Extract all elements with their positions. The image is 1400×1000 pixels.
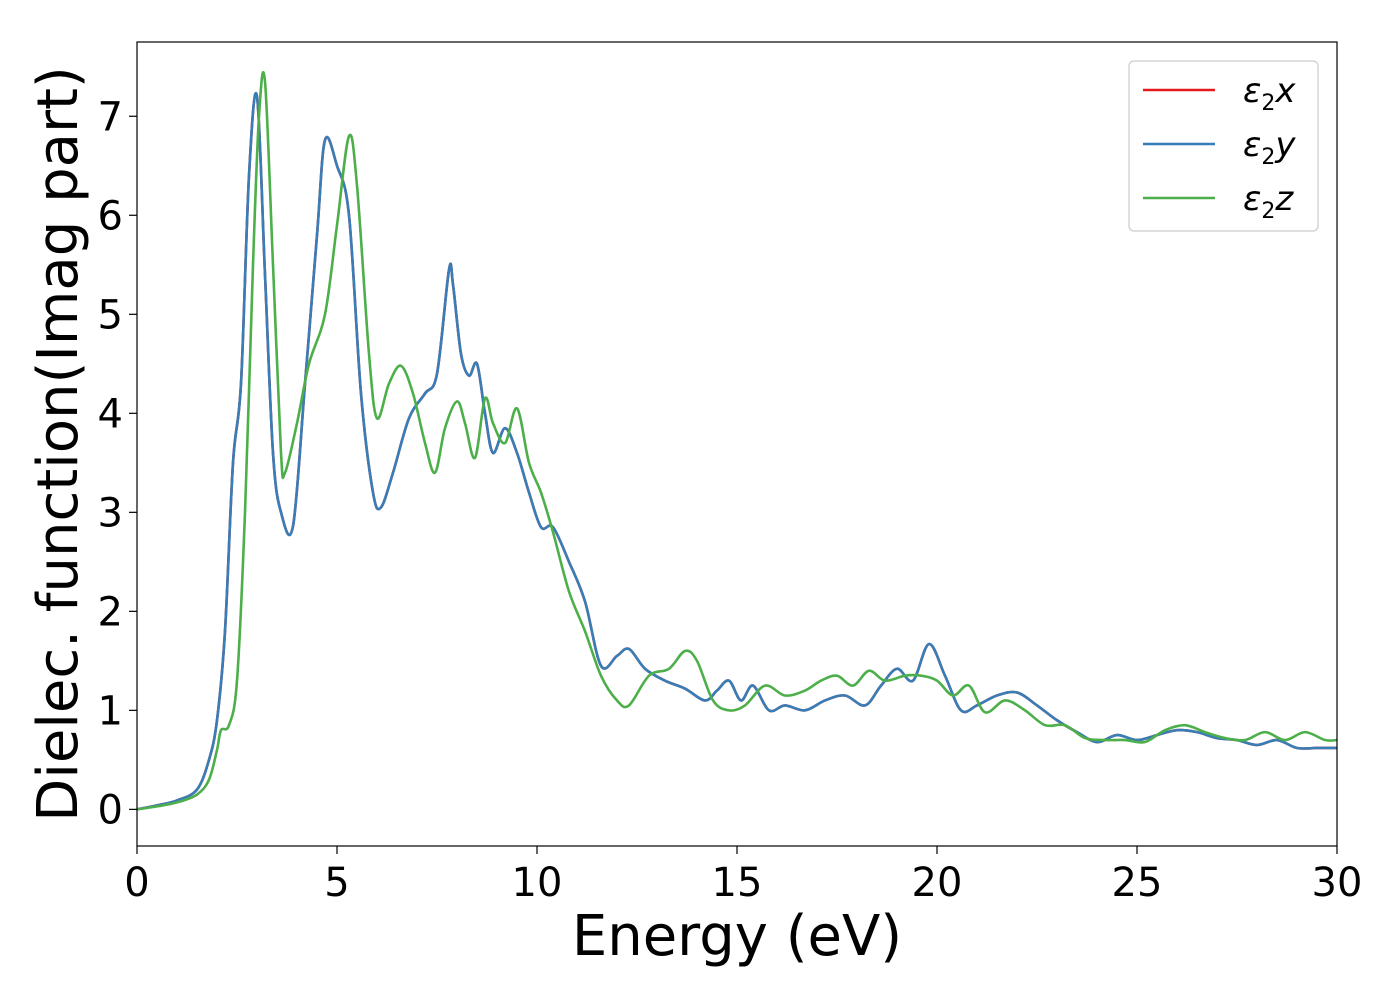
legend-label-eps2x: ε2x	[1243, 71, 1296, 116]
legend-label-eps2y: ε2y	[1243, 125, 1296, 170]
x-tick-label: 0	[124, 860, 149, 906]
y-axis-title: Dielec. function(Imag part)	[26, 66, 91, 822]
y-tick-label: 2	[98, 589, 123, 635]
legend-label-eps2z: ε2z	[1243, 179, 1294, 224]
x-tick-label: 5	[324, 860, 349, 906]
legend: ε2x ε2y ε2z	[1128, 60, 1319, 232]
x-tick-label: 15	[712, 860, 763, 906]
y-tick-label: 5	[98, 292, 123, 338]
series-line-eps2y	[137, 92, 1337, 811]
y-tick-label: 1	[98, 688, 123, 734]
x-tick-label: 25	[1112, 860, 1163, 906]
x-tick-label: 10	[512, 860, 563, 906]
y-tick-label: 6	[98, 193, 123, 239]
x-tick-label: 30	[1312, 860, 1363, 906]
y-axis: 0 1 2 3 4 5 6 7	[98, 94, 137, 833]
x-tick-label: 20	[912, 860, 963, 906]
legend-box	[1128, 60, 1319, 232]
x-axis: 0 5 10 15 20 25 30	[124, 846, 1362, 906]
plot-area	[136, 41, 1338, 847]
series-layer	[137, 71, 1337, 811]
y-tick-label: 7	[98, 94, 123, 140]
series-line-eps2z	[137, 71, 1337, 811]
y-tick-label: 0	[98, 787, 123, 833]
y-tick-label: 3	[98, 490, 123, 536]
x-axis-title: Energy (eV)	[572, 904, 902, 969]
y-tick-label: 4	[98, 391, 123, 437]
